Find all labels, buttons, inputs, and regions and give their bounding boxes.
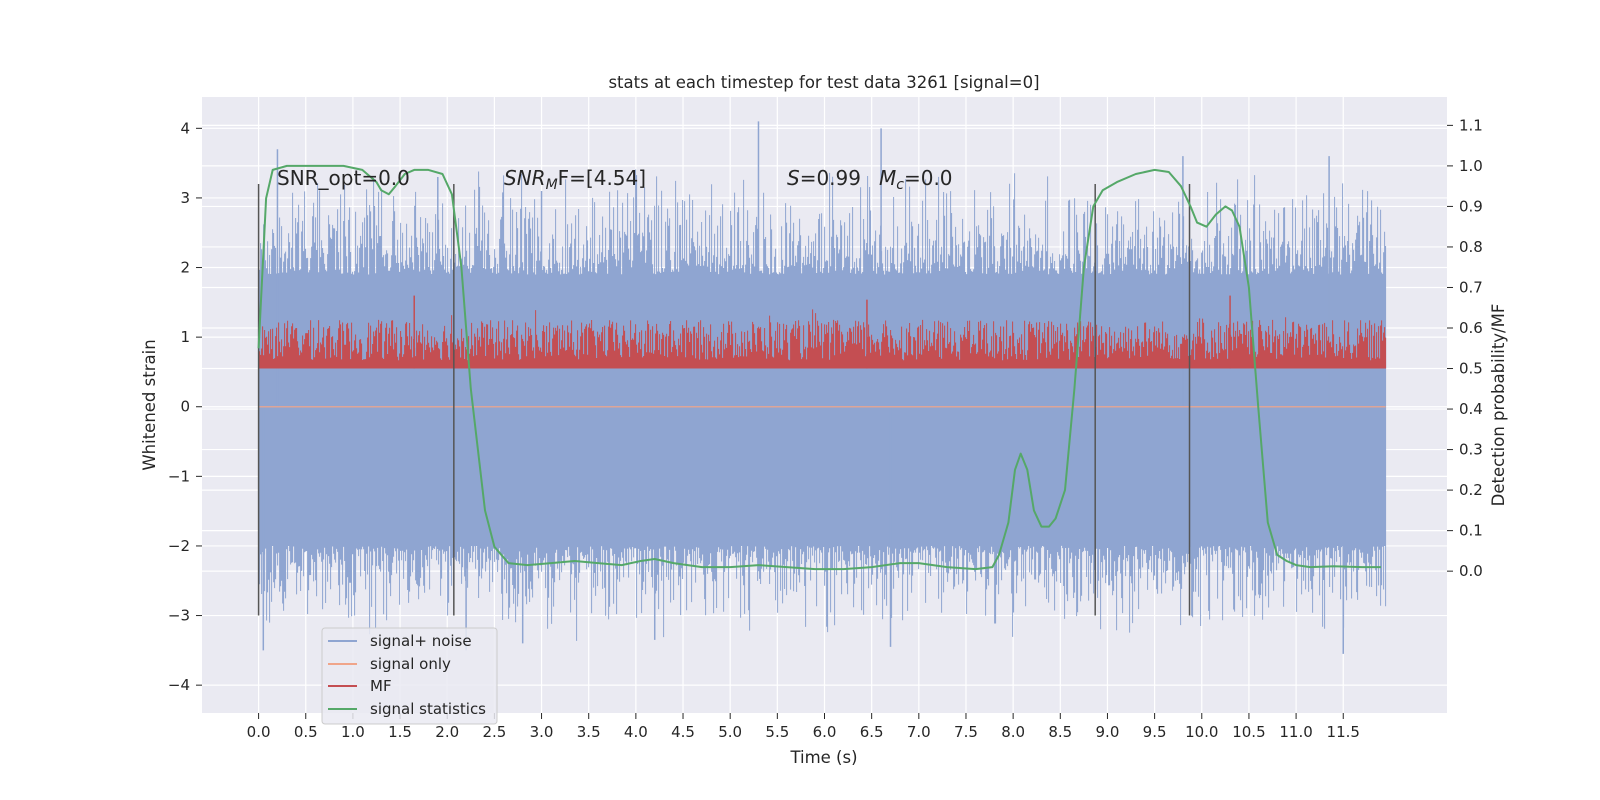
x-axis-label: Time (s) — [789, 748, 857, 767]
y-right-tick-label-1.1: 1.1 — [1459, 116, 1483, 134]
y-right-tick-label-0.9: 0.9 — [1459, 197, 1483, 215]
annotation-snr-opt: SNR_opt=0.0 — [277, 166, 410, 190]
x-axis-ticks: 0.0 0.5 1.0 1.5 2.0 2.5 3.0 3.5 4.0 4.5 5.0 5.5 6.0 6… — [247, 713, 1360, 741]
x-tick-label-9.0: 9.0 — [1096, 723, 1120, 741]
x-tick-label-1.0: 1.0 — [341, 723, 365, 741]
y-left-tick-label-0: 0 — [180, 398, 190, 416]
y-right-tick-label-1.0: 1.0 — [1459, 157, 1483, 175]
y-left-tick-label-1: 1 — [180, 328, 190, 346]
y-left-tick-label-−3: −3 — [168, 607, 190, 625]
x-tick-label-9.5: 9.5 — [1143, 723, 1167, 741]
x-tick-label-5.5: 5.5 — [765, 723, 789, 741]
x-tick-label-2.0: 2.0 — [435, 723, 459, 741]
signal-statistics-line — [257, 164, 1381, 571]
legend-box — [321, 627, 498, 725]
x-tick-label-8.5: 8.5 — [1048, 723, 1072, 741]
x-tick-label-3.0: 3.0 — [530, 723, 554, 741]
y-axis-left-ticks: 4 3 2 1 0 −1 −2 −3 −4 — [168, 119, 202, 694]
x-tick-label-10.5: 10.5 — [1232, 723, 1265, 741]
x-tick-label-11.0: 11.0 — [1279, 723, 1312, 741]
x-tick-label-6.0: 6.0 — [813, 723, 837, 741]
y-right-tick-label-0.0: 0.0 — [1459, 562, 1483, 580]
x-tick-label-10.0: 10.0 — [1185, 723, 1218, 741]
y-right-tick-label-0.7: 0.7 — [1459, 278, 1483, 296]
x-tick-label-1.5: 1.5 — [388, 723, 412, 741]
legend-label-mf: MF — [370, 677, 392, 695]
x-tick-label-5.0: 5.0 — [718, 723, 742, 741]
y-right-tick-label-0.3: 0.3 — [1459, 441, 1483, 459]
x-tick-label-6.5: 6.5 — [860, 723, 884, 741]
y-right-tick-label-0.5: 0.5 — [1459, 360, 1483, 378]
y-left-tick-label-−4: −4 — [168, 676, 190, 694]
y-left-tick-label-4: 4 — [180, 119, 190, 137]
y-left-tick-label-3: 3 — [180, 189, 190, 207]
x-tick-label-4.0: 4.0 — [624, 723, 648, 741]
y-left-tick-label-−1: −1 — [168, 467, 190, 485]
y-right-tick-label-0.2: 0.2 — [1459, 481, 1483, 499]
x-tick-label-3.5: 3.5 — [577, 723, 601, 741]
x-tick-label-4.5: 4.5 — [671, 723, 695, 741]
y-left-tick-label-2: 2 — [180, 259, 190, 277]
vertical-markers — [257, 184, 1191, 616]
y-right-tick-label-0.8: 0.8 — [1459, 238, 1483, 256]
legend-label-signal-plus-noise: signal+ noise — [370, 632, 472, 650]
chart-title: stats at each timestep for test data 326… — [608, 73, 1039, 92]
x-tick-label-7.0: 7.0 — [907, 723, 931, 741]
y-left-tick-label-−2: −2 — [168, 537, 190, 555]
legend-label-signal-only: signal only — [370, 655, 451, 673]
x-tick-label-0.5: 0.5 — [294, 723, 318, 741]
y-right-tick-label-0.1: 0.1 — [1459, 522, 1483, 540]
legend: signal+ noise signal only MF signal stat… — [321, 627, 498, 725]
x-tick-label-11.5: 11.5 — [1327, 723, 1360, 741]
x-tick-label-7.5: 7.5 — [954, 723, 978, 741]
y-axis-right-ticks: 0.0 0.1 0.2 0.3 0.4 0.5 0.6 0.7 0.8 0.9 1.0 1.1 — [1447, 116, 1483, 580]
x-tick-label-2.5: 2.5 — [482, 723, 506, 741]
y-axis-right-label: Detection probability/MF — [1489, 304, 1508, 507]
series-signal-statistics — [257, 164, 1381, 571]
x-tick-label-0.0: 0.0 — [247, 723, 271, 741]
y-axis-left-label: Whitened strain — [140, 339, 159, 470]
legend-label-signal-statistics: signal statistics — [370, 700, 486, 718]
y-right-tick-label-0.6: 0.6 — [1459, 319, 1483, 337]
y-right-tick-label-0.4: 0.4 — [1459, 400, 1483, 418]
annotation-snr-mf: SNRMF=[4.54] — [504, 166, 646, 193]
annotation-s-mc: S=0.99 Mc=0.0 — [787, 166, 953, 193]
x-tick-label-8.0: 8.0 — [1001, 723, 1025, 741]
